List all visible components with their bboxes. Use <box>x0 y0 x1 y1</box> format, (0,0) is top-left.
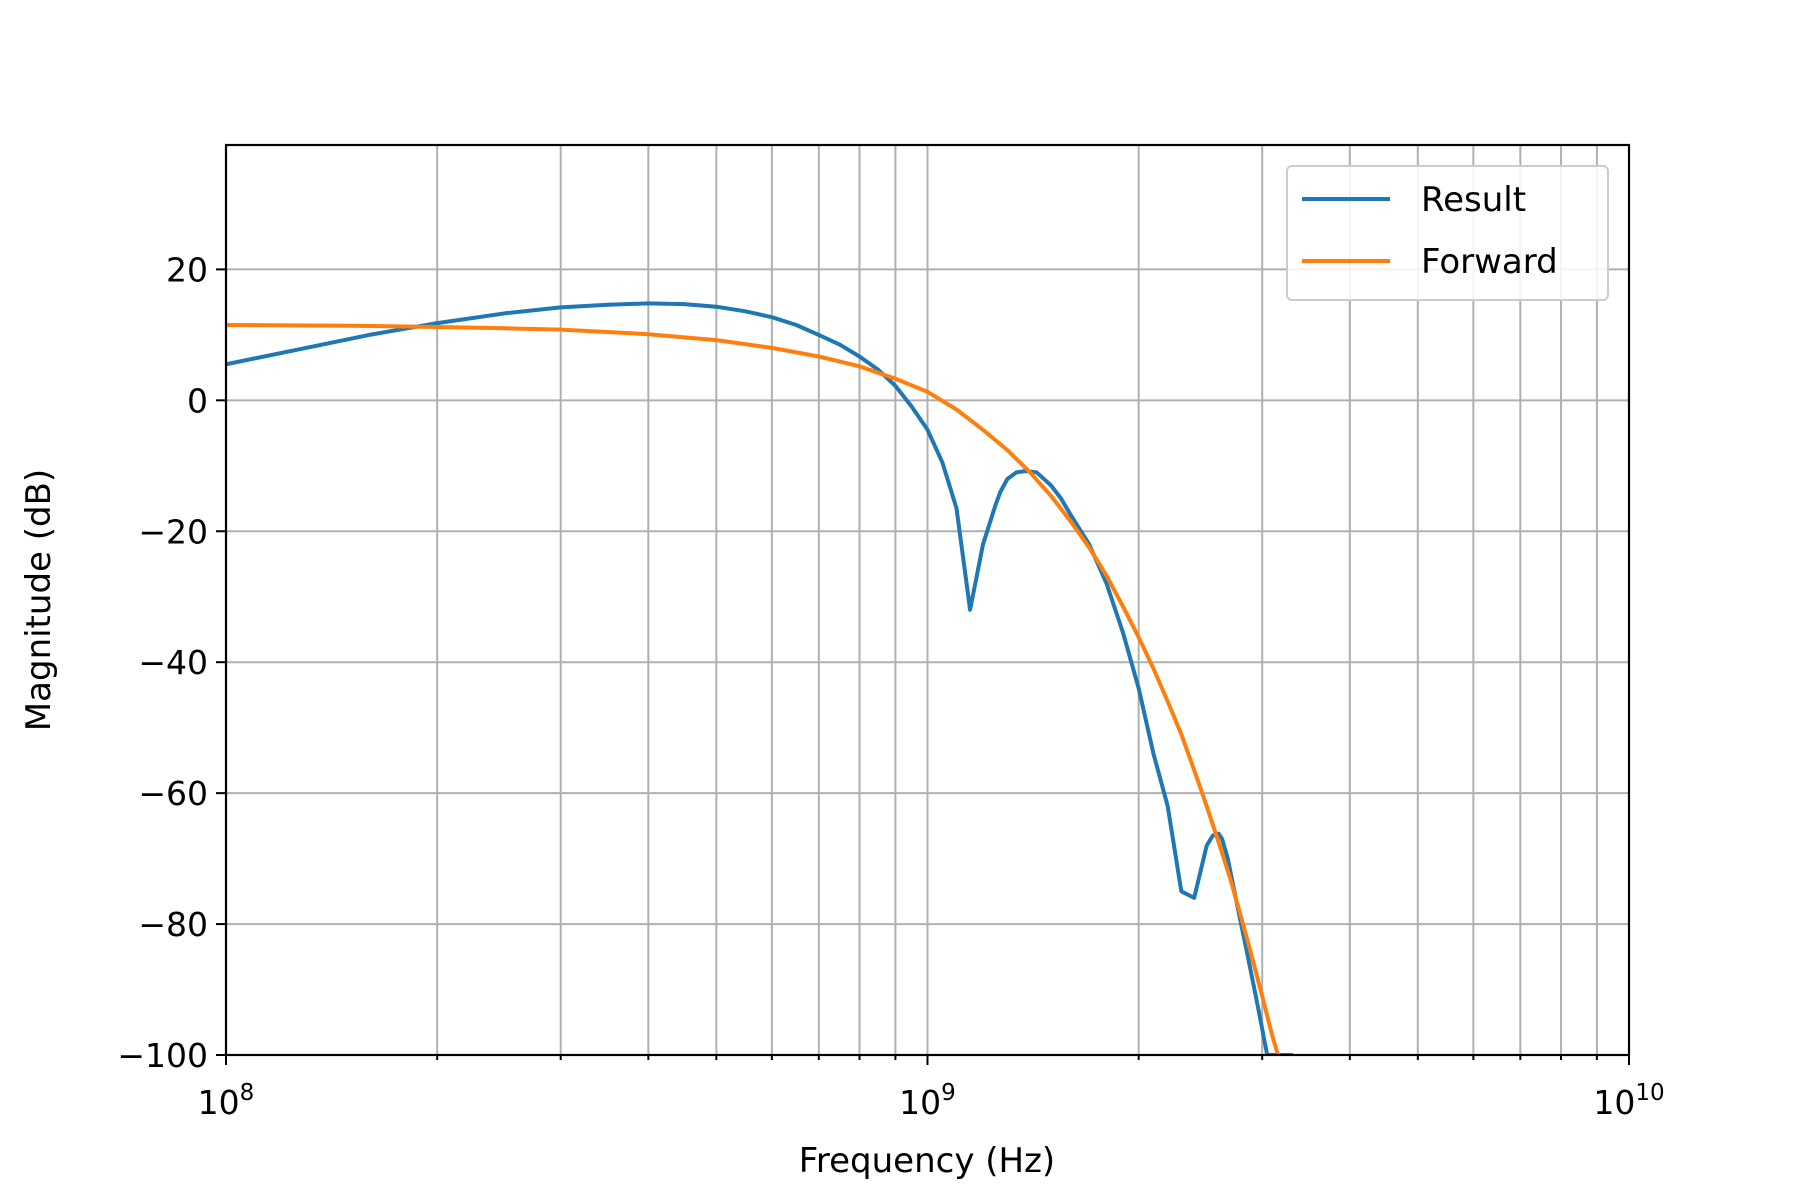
x-axis-title: Frequency (Hz) <box>799 1141 1055 1181</box>
legend: Result Forward <box>1286 165 1609 301</box>
x-tick-label: 109 <box>899 1080 956 1122</box>
legend-label-result: Result <box>1421 180 1526 220</box>
series-line-forward <box>226 322 1281 1055</box>
x-tick-label-base: 10 <box>198 1083 240 1122</box>
series-lines <box>226 301 1294 1055</box>
y-tick-label: −20 <box>138 512 208 551</box>
y-tick-label: −40 <box>138 643 208 682</box>
y-tick-label: 20 <box>166 250 208 289</box>
x-tick-label-base: 10 <box>899 1083 941 1122</box>
legend-label-forward: Forward <box>1421 242 1558 282</box>
y-axis-title: Magnitude (dB) <box>19 469 59 731</box>
y-tick-label: −60 <box>138 774 208 813</box>
x-tick-label-base: 10 <box>1593 1083 1635 1122</box>
x-tick-label-exponent: 10 <box>1635 1080 1664 1106</box>
x-tick-label-exponent: 9 <box>941 1080 956 1106</box>
x-tick-label: 1010 <box>1593 1080 1664 1122</box>
y-tick-label: −80 <box>138 905 208 944</box>
x-tick-label-exponent: 8 <box>240 1080 255 1106</box>
x-tick-label: 108 <box>198 1080 255 1122</box>
y-tick-label: 0 <box>187 381 208 420</box>
y-tick-label: −100 <box>117 1036 208 1075</box>
